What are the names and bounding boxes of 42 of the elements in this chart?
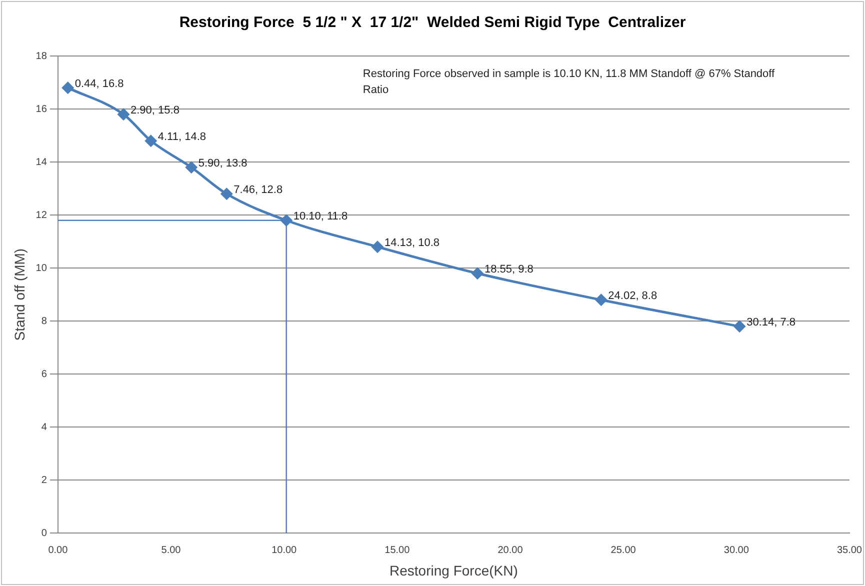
y-tick-label: 16 <box>36 104 48 115</box>
y-tick-label: 4 <box>41 422 48 433</box>
x-tick-label: 25.00 <box>610 544 636 556</box>
data-label: 18.55, 9.8 <box>484 263 534 276</box>
y-axis-title: Stand off (MM) <box>11 248 28 341</box>
x-tick-label: 0.00 <box>48 544 68 556</box>
data-label: 2.90, 15.8 <box>130 104 180 116</box>
data-label: 5.90, 13.8 <box>198 157 248 170</box>
x-tick-label: 15.00 <box>384 544 410 556</box>
x-tick-label: 30.00 <box>724 544 750 556</box>
point <box>220 188 232 200</box>
x-tick-label: 20.00 <box>498 544 524 556</box>
data-label: 10.10, 11.8 <box>293 210 348 222</box>
y-tick-label: 2 <box>41 474 48 486</box>
y-tick-label: 0 <box>41 528 48 539</box>
data-label: 0.44, 16.8 <box>74 78 124 90</box>
data-label: 30.14, 7.8 <box>746 316 796 328</box>
point <box>62 82 74 94</box>
x-tick-label: 35.00 <box>836 544 862 556</box>
y-tick-label: 14 <box>36 156 48 168</box>
point <box>372 241 384 253</box>
y-tick-label: 8 <box>41 316 48 327</box>
data-label: 4.11, 14.8 <box>158 130 206 143</box>
point <box>595 294 607 306</box>
y-tick-label: 6 <box>41 368 48 380</box>
annotation: Restoring Force observed in sample is 10.10 KN, 11.8 MM Standoff @ 67% Standoff Ratio <box>362 68 776 96</box>
x-tick-label: 5.00 <box>161 544 182 556</box>
point <box>118 108 130 120</box>
data-label: 24.02, 8.8 <box>608 290 658 302</box>
x-axis-title: Restoring Force(KN) <box>390 562 518 578</box>
point <box>734 320 746 332</box>
point <box>145 135 157 147</box>
y-tick-label: 18 <box>36 50 48 62</box>
chart-title: Restoring Force 5 1/2 " X 17 1/2" Welded Semi Rigid Type Centralizer <box>179 14 686 32</box>
point <box>186 162 198 174</box>
data-label: 7.46, 12.8 <box>234 184 283 196</box>
data-label: 14.13, 10.8 <box>384 236 440 249</box>
point <box>472 268 484 280</box>
point <box>280 214 292 226</box>
x-tick-label: 10.00 <box>272 544 298 556</box>
y-tick-label: 12 <box>36 210 48 221</box>
y-tick-label: 10 <box>36 262 48 274</box>
